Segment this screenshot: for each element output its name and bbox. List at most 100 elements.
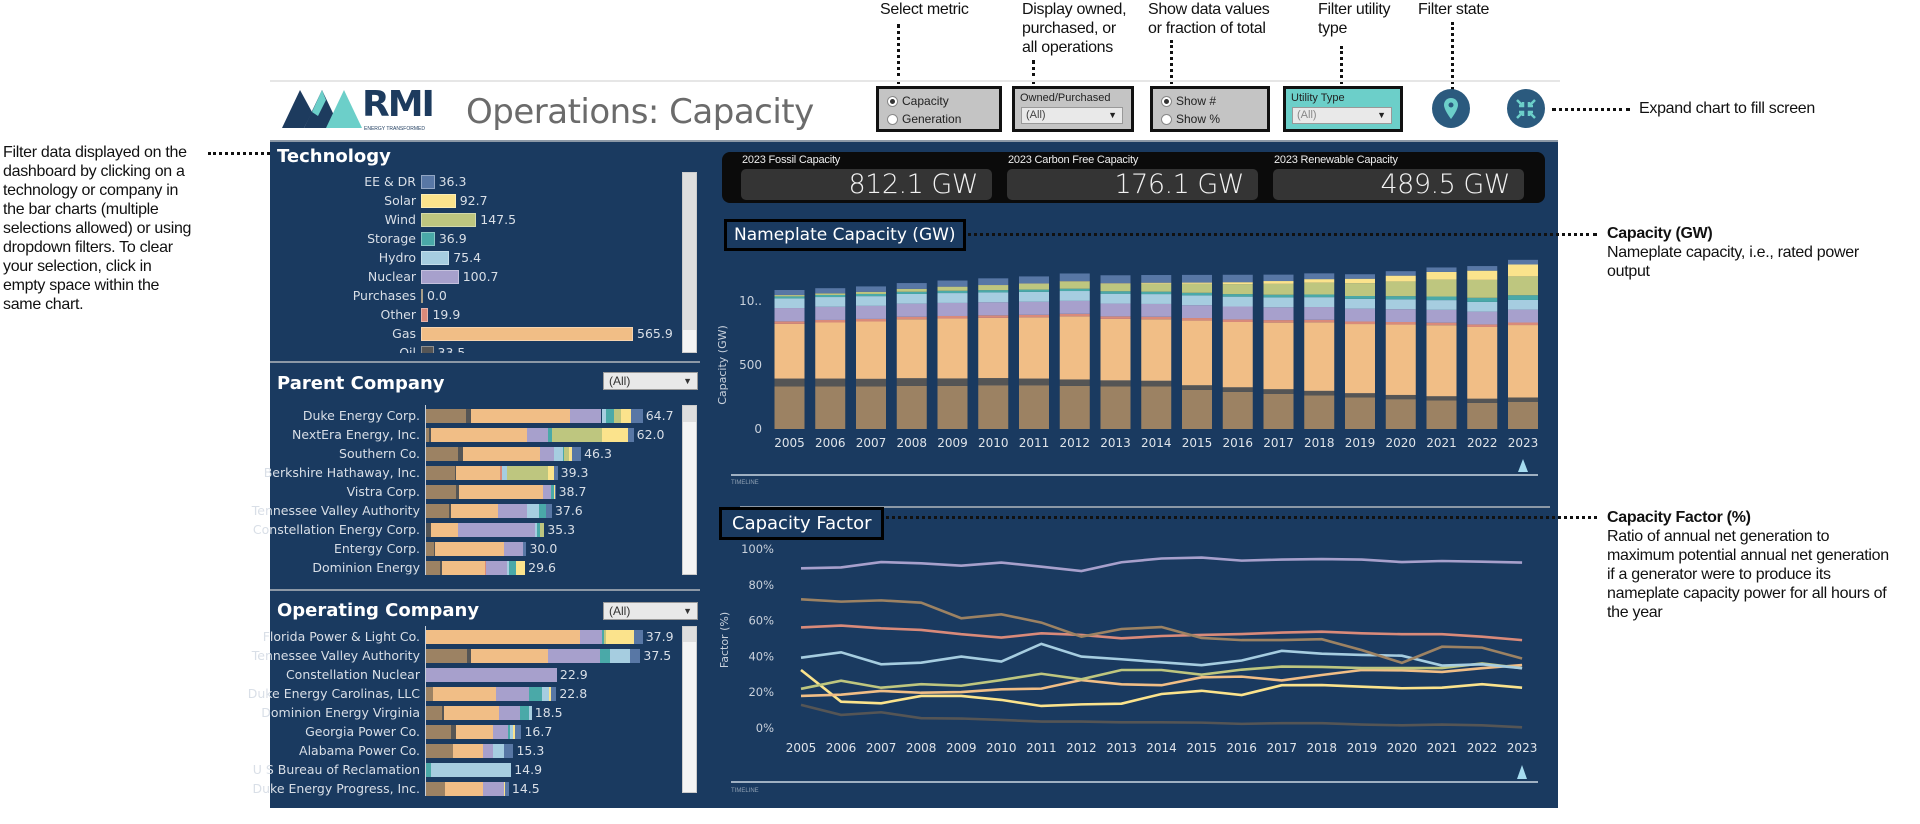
bar-ee_dr-2016[interactable] [1222, 274, 1253, 283]
bar-gas-2010[interactable] [978, 317, 1009, 379]
bar-ee_dr-2012[interactable] [1059, 273, 1090, 282]
bar-segment-gas[interactable] [462, 447, 540, 461]
bar-ee_dr-2018[interactable] [1304, 273, 1335, 280]
bar-segment-storage[interactable] [529, 687, 543, 701]
company-label[interactable]: Tennessee Valley Authority [251, 503, 420, 518]
bar-other-2023[interactable] [1508, 322, 1538, 326]
bar-coal-2022[interactable] [1467, 402, 1498, 429]
bar-solar-2013[interactable] [1100, 283, 1131, 284]
bar-segment-storage[interactable] [548, 428, 553, 442]
bar-coal-2008[interactable] [896, 385, 927, 429]
bar-solar-2014[interactable] [1141, 282, 1172, 284]
bar-segment-coal[interactable] [426, 561, 441, 575]
bar-solar-2020[interactable] [1385, 275, 1416, 282]
bar-segment-hydro[interactable] [534, 523, 537, 537]
bar-segment-nuclear[interactable] [580, 630, 602, 644]
company-label[interactable]: Georgia Power Co. [305, 724, 420, 739]
radio-unselected-icon[interactable] [1161, 113, 1172, 125]
bar-segment-gas[interactable] [444, 782, 484, 796]
bar-segment-hydro[interactable] [502, 466, 507, 480]
bar-segment-hydro[interactable] [493, 744, 504, 758]
bar-segment-solar[interactable] [516, 561, 526, 575]
bar-segment-hydro[interactable] [430, 763, 512, 777]
bar-segment-ee_dr[interactable] [630, 649, 641, 663]
bar-hydro-2010[interactable] [978, 292, 1009, 303]
line-wind[interactable] [800, 662, 1523, 691]
bar-segment-gas[interactable] [456, 466, 500, 480]
bar-segment-storage[interactable] [601, 630, 604, 644]
bar-hydro-2023[interactable] [1508, 299, 1538, 310]
technology-label[interactable]: Other [380, 307, 417, 322]
technology-bar-nuclear[interactable] [421, 270, 459, 284]
bar-segment-hydro[interactable] [510, 725, 514, 739]
company-label[interactable]: U S Bureau of Reclamation [252, 762, 420, 777]
bar-oil-2010[interactable] [978, 378, 1009, 386]
bar-segment-oil[interactable] [449, 504, 452, 518]
bar-oil-2015[interactable] [1182, 385, 1212, 390]
bar-oil-2020[interactable] [1385, 394, 1416, 400]
company-label[interactable]: NextEra Energy, Inc. [292, 427, 420, 442]
bar-hydro-2006[interactable] [815, 297, 846, 307]
bar-coal-2017[interactable] [1263, 393, 1294, 429]
bar-other-2017[interactable] [1263, 320, 1294, 323]
bar-segment-storage[interactable] [426, 763, 431, 777]
nameplate-capacity-chart[interactable]: 0 500 10.. Capacity (GW) 2005 2006 2007 2008 200… [716, 259, 1538, 486]
bar-solar-2023[interactable] [1508, 264, 1538, 277]
bar-hydro-2014[interactable] [1141, 294, 1172, 304]
bar-segment-gas[interactable] [452, 744, 484, 758]
bar-hydro-2013[interactable] [1100, 293, 1131, 304]
company-label[interactable]: Duke Energy Progress, Inc. [252, 781, 421, 796]
technology-label[interactable]: Solar [384, 193, 416, 208]
radio-selected-icon[interactable] [887, 95, 898, 107]
radio-selected-icon[interactable] [1161, 95, 1172, 107]
bar-wind-2006[interactable] [815, 293, 846, 295]
bar-oil-2011[interactable] [1019, 378, 1049, 386]
bar-segment-ee_dr[interactable] [503, 744, 514, 758]
bar-coal-2006[interactable] [815, 386, 846, 429]
bar-hydro-2015[interactable] [1182, 295, 1212, 306]
bar-hydro-2012[interactable] [1059, 291, 1090, 301]
bar-segment-wind[interactable] [563, 447, 569, 461]
bar-segment-coal[interactable] [426, 466, 456, 480]
technology-bar-purchases[interactable] [421, 289, 423, 303]
bar-other-2014[interactable] [1141, 316, 1172, 320]
bar-ee_dr-2008[interactable] [896, 283, 927, 289]
technology-bar-other[interactable] [421, 308, 429, 322]
bar-coal-2023[interactable] [1508, 401, 1538, 429]
bar-nuclear-2020[interactable] [1385, 309, 1416, 322]
bar-oil-2021[interactable] [1426, 396, 1457, 401]
bar-nuclear-2015[interactable] [1182, 305, 1212, 319]
bar-segment-nuclear[interactable] [426, 668, 557, 682]
bar-ee_dr-2006[interactable] [815, 288, 846, 294]
bar-gas-2020[interactable] [1385, 324, 1416, 395]
bar-wind-2015[interactable] [1182, 283, 1212, 293]
bar-coal-2019[interactable] [1345, 397, 1375, 429]
bar-segment-oil[interactable] [428, 428, 432, 442]
bar-nuclear-2022[interactable] [1467, 311, 1498, 325]
bar-segment-gas[interactable] [470, 649, 549, 663]
bar-gas-2009[interactable] [937, 318, 968, 379]
bar-nuclear-2005[interactable] [774, 308, 805, 322]
bar-ee_dr-2015[interactable] [1182, 274, 1212, 283]
bar-nuclear-2023[interactable] [1508, 309, 1538, 323]
bar-oil-2018[interactable] [1304, 390, 1335, 396]
bar-gas-2006[interactable] [815, 322, 846, 379]
bar-coal-2007[interactable] [856, 386, 886, 429]
bar-gas-2007[interactable] [856, 321, 886, 379]
bar-ee_dr-2022[interactable] [1467, 266, 1498, 271]
technology-bar-ee_dr[interactable] [421, 175, 435, 189]
bar-other-2005[interactable] [774, 321, 805, 324]
bar-nuclear-2019[interactable] [1345, 308, 1375, 322]
bar-segment-storage[interactable] [536, 523, 541, 537]
bar-solar-2021[interactable] [1426, 271, 1457, 280]
bar-oil-2016[interactable] [1222, 387, 1253, 392]
bar-ee_dr-2020[interactable] [1385, 271, 1416, 276]
bar-segment-ee_dr[interactable] [515, 725, 522, 739]
bar-storage-2011[interactable] [1019, 289, 1049, 292]
bar-segment-oil[interactable] [455, 466, 457, 480]
bar-other-2012[interactable] [1059, 313, 1090, 317]
bar-segment-gas[interactable] [458, 485, 543, 499]
company-label[interactable]: Alabama Power Co. [299, 743, 420, 758]
company-label[interactable]: Entergy Corp. [333, 541, 420, 556]
bar-segment-ee_dr[interactable] [505, 782, 509, 796]
